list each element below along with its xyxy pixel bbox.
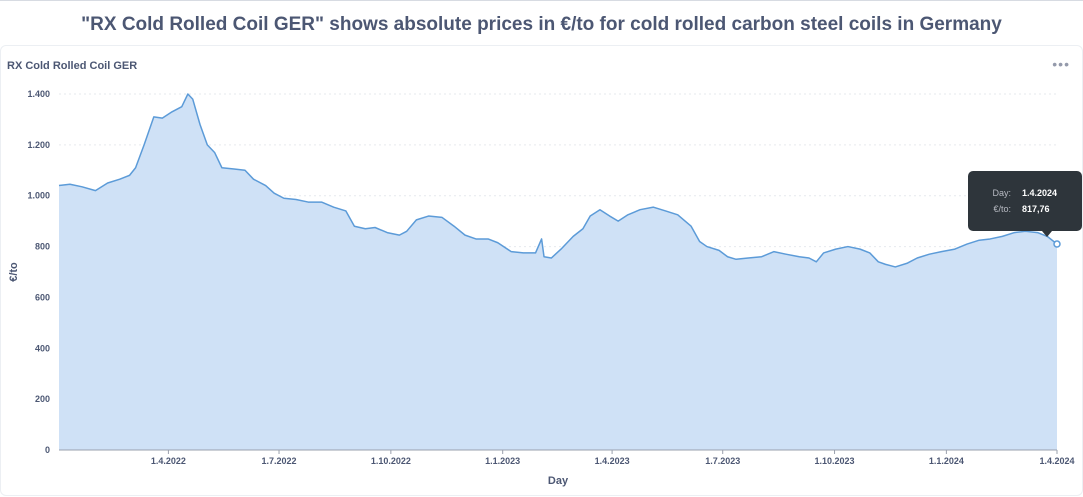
x-tick-label: 1.10.2023: [815, 456, 855, 466]
top-rule: [0, 0, 1083, 1]
series-area: [59, 94, 1057, 450]
x-tick-label: 1.4.2024: [1039, 456, 1074, 466]
y-axis-title: €/to: [8, 262, 20, 282]
x-tick-label: 1.7.2023: [705, 456, 740, 466]
tooltip-day-label: Day:: [992, 188, 1011, 198]
tooltip-value-label: €/to:: [993, 204, 1011, 214]
tooltip-value-value: 817,76: [1022, 204, 1050, 214]
y-tick-label: 200: [35, 394, 50, 404]
card-title: RX Cold Rolled Coil GER: [7, 60, 138, 72]
series-line: [58, 93, 1058, 268]
y-tick-label: 1.400: [27, 89, 50, 99]
x-tick-label: 1.4.2022: [151, 456, 186, 466]
x-tick-label: 1.7.2022: [261, 456, 296, 466]
x-tick-label: 1.1.2023: [485, 456, 520, 466]
y-tick-label: 800: [35, 242, 50, 252]
y-tick-label: 600: [35, 292, 50, 302]
chart-tooltip: Day: 1.4.2024 €/to: 817,76: [968, 171, 1082, 231]
y-tick-label: 1.200: [27, 140, 50, 150]
x-tick-label: 1.10.2022: [371, 456, 411, 466]
y-tick-label: 0: [45, 445, 50, 455]
y-tick-label: 400: [35, 343, 50, 353]
x-tick-label: 1.4.2023: [595, 456, 630, 466]
x-axis-title: Day: [548, 475, 569, 487]
hover-point: [1053, 240, 1061, 248]
y-tick-label: 1.000: [27, 191, 50, 201]
x-tick-label: 1.1.2024: [929, 456, 964, 466]
tooltip-arrow: [1042, 231, 1052, 237]
more-dots-icon[interactable]: •••: [1052, 56, 1070, 72]
tooltip-day-value: 1.4.2024: [1022, 188, 1058, 198]
page-title: "RX Cold Rolled Coil GER" shows absolute…: [81, 14, 1002, 35]
